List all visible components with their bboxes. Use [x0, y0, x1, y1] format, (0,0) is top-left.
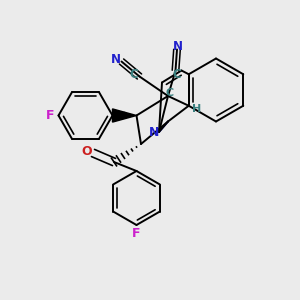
- Text: N: N: [111, 52, 121, 66]
- Text: N: N: [172, 40, 183, 53]
- Text: C: C: [165, 88, 174, 98]
- Polygon shape: [112, 109, 136, 122]
- Text: C: C: [129, 68, 138, 81]
- Text: F: F: [132, 227, 141, 240]
- Text: C: C: [172, 68, 182, 81]
- Text: F: F: [46, 109, 54, 122]
- Text: N: N: [149, 125, 160, 139]
- Text: O: O: [81, 145, 92, 158]
- Text: H: H: [193, 104, 202, 114]
